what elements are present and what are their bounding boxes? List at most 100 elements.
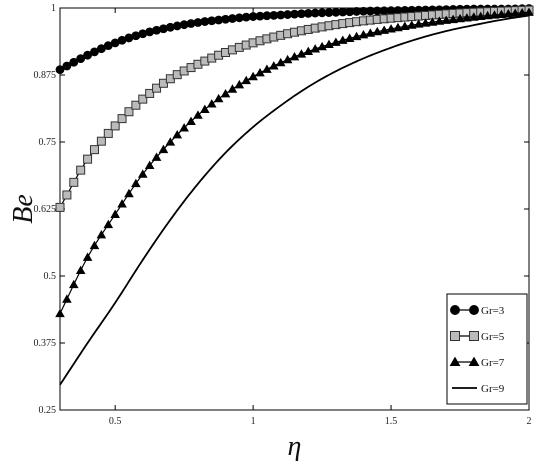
data-point	[145, 88, 155, 98]
y-tick-label: 0.75	[39, 137, 57, 148]
data-point	[413, 19, 424, 28]
data-point	[193, 110, 203, 119]
legend-marker	[468, 356, 480, 367]
data-point	[482, 10, 493, 20]
legend-item: Gr=5	[450, 331, 505, 343]
data-point	[282, 54, 293, 64]
legend-box	[446, 293, 528, 405]
data-point	[103, 41, 113, 51]
x-tick-label: 1.5	[385, 416, 398, 427]
y-tick-label: 0.875	[34, 70, 57, 81]
data-point	[137, 169, 148, 178]
data-point	[269, 61, 279, 70]
data-point	[124, 188, 134, 198]
data-point	[489, 10, 500, 19]
data-point	[234, 79, 245, 89]
data-point	[455, 13, 465, 23]
data-point	[68, 279, 79, 289]
legend-label: Gr=5	[481, 331, 505, 343]
legend-item: Gr=3	[450, 305, 505, 317]
data-point	[420, 18, 431, 27]
data-point	[434, 16, 445, 25]
data-point	[475, 11, 486, 20]
data-point	[448, 14, 458, 24]
data-point	[165, 137, 176, 146]
data-point	[62, 190, 72, 200]
data-point	[248, 12, 258, 21]
legend-marker	[449, 356, 461, 367]
data-point	[131, 178, 141, 188]
data-point	[62, 294, 72, 303]
data-point	[427, 17, 438, 26]
data-point	[200, 17, 210, 26]
data-point	[124, 107, 134, 117]
data-point	[186, 116, 196, 125]
data-point	[89, 240, 100, 250]
legend-item: Gr=9	[452, 383, 505, 395]
data-point	[365, 6, 375, 16]
data-point	[255, 68, 265, 77]
data-point	[131, 100, 141, 110]
data-point	[158, 144, 169, 154]
data-point	[172, 129, 183, 139]
data-point	[220, 88, 231, 98]
data-point	[145, 27, 155, 37]
data-point	[296, 9, 306, 19]
data-point	[400, 21, 410, 30]
data-point	[324, 8, 334, 17]
data-point	[289, 51, 300, 61]
x-axis-label: η	[288, 431, 302, 462]
data-point	[496, 9, 507, 19]
legend-item: Gr=7	[449, 356, 505, 369]
data-point	[331, 7, 341, 17]
data-point	[90, 47, 99, 57]
ticks-group: 0.5 1 1.5 2 0.25 0.375 0.5 0.625 0.75 0.875 1	[34, 3, 532, 427]
data-point	[55, 202, 65, 212]
data-point	[76, 54, 86, 64]
data-point	[310, 44, 320, 53]
data-point	[144, 160, 155, 170]
data-point	[524, 7, 534, 16]
x-tick-label: 0.5	[109, 416, 122, 427]
data-point	[89, 145, 99, 155]
data-point	[124, 33, 134, 43]
x-tick-label: 2	[527, 416, 532, 427]
y-tick-label: 0.625	[34, 204, 57, 215]
data-point	[352, 7, 361, 16]
data-point	[372, 6, 382, 16]
data-point	[103, 128, 113, 138]
data-point	[317, 41, 327, 51]
data-point	[359, 6, 368, 16]
series-4	[59, 14, 530, 386]
data-point	[103, 219, 114, 229]
y-axis-label: Be	[8, 194, 39, 224]
data-point	[386, 24, 396, 33]
x-tick-label: 1	[251, 416, 256, 427]
data-point	[386, 6, 396, 16]
series-line	[59, 14, 530, 386]
data-point	[62, 61, 72, 71]
data-point	[365, 28, 376, 37]
data-point	[406, 20, 417, 29]
data-point	[248, 71, 258, 81]
data-point	[379, 6, 389, 16]
y-tick-label: 0.5	[44, 271, 57, 282]
data-point	[83, 154, 93, 164]
data-point	[255, 11, 265, 21]
data-point	[207, 16, 217, 26]
data-point	[213, 93, 224, 103]
data-point	[228, 14, 237, 23]
data-point	[152, 25, 161, 35]
data-point	[372, 26, 383, 36]
legend-marker	[469, 331, 479, 341]
data-point	[234, 13, 244, 23]
data-point	[296, 49, 307, 58]
data-point	[241, 12, 251, 22]
data-point	[200, 104, 210, 113]
data-point	[379, 25, 389, 34]
y-tick-label: 1	[51, 3, 56, 14]
data-point	[55, 308, 65, 318]
data-point	[75, 265, 86, 274]
data-point	[510, 8, 521, 17]
